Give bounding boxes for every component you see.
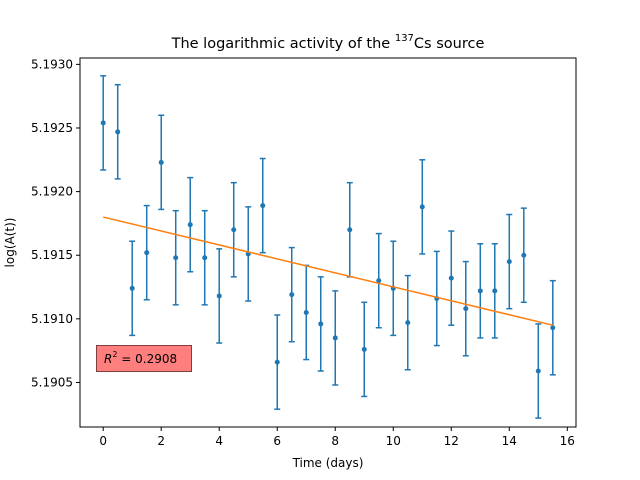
- y-tick-label: 5.1905: [31, 375, 73, 389]
- x-tick-label: 8: [331, 434, 339, 448]
- x-tick-label: 2: [157, 434, 165, 448]
- data-point: [419, 204, 425, 210]
- y-tick-label: 5.1930: [31, 57, 73, 71]
- data-point: [463, 306, 469, 312]
- data-point: [260, 203, 266, 209]
- data-point: [158, 159, 164, 165]
- data-point: [100, 120, 106, 126]
- x-tick-label: 16: [560, 434, 575, 448]
- data-point: [231, 227, 237, 233]
- x-tick-label: 4: [215, 434, 223, 448]
- x-tick-label: 14: [502, 434, 517, 448]
- title-superscript: 137: [395, 33, 414, 44]
- data-point: [405, 320, 411, 326]
- r2-box: [96, 345, 192, 372]
- data-point: [115, 129, 121, 135]
- chart-title: The logarithmic activity of the 137Cs so…: [171, 33, 485, 52]
- fit-line: [103, 216, 553, 326]
- y-tick-label: 5.1915: [31, 248, 73, 262]
- data-point: [521, 252, 527, 258]
- data-point: [332, 335, 338, 341]
- data-point: [129, 285, 135, 291]
- data-point: [347, 227, 353, 233]
- title-prefix: The logarithmic activity of the: [171, 36, 395, 52]
- data-point: [492, 288, 498, 294]
- axis-ticks: 0 2 4 6 8 10 12 14 16 5.1905 5.1910 5.1915 5.1920 5.1…: [31, 57, 575, 448]
- r2-text: R2 = 0.2908: [104, 350, 177, 366]
- x-tick-label: 10: [386, 434, 401, 448]
- data-point: [535, 368, 541, 374]
- title-suffix: Cs source: [414, 36, 485, 52]
- data-point: [550, 325, 556, 331]
- r2-annotation: R2 = 0.2908: [96, 345, 192, 372]
- data-point: [144, 250, 150, 256]
- r2-superscript: 2: [112, 350, 117, 359]
- data-point: [376, 278, 382, 284]
- plot-frame: [79, 57, 577, 428]
- data-point: [202, 255, 208, 261]
- r2-symbol: R: [104, 352, 112, 366]
- y-axis-label: log(A(t)): [3, 218, 17, 268]
- y-tick-label: 5.1910: [31, 312, 73, 326]
- data-point: [274, 359, 280, 365]
- data-point: [289, 292, 295, 298]
- data-point: [506, 259, 512, 265]
- data-point: [216, 293, 222, 299]
- data-point: [187, 222, 193, 228]
- data-point: [303, 309, 309, 315]
- data-point: [477, 288, 483, 294]
- x-axis-label: Time (days): [292, 456, 364, 470]
- y-tick-label: 5.1920: [31, 185, 73, 199]
- x-tick-label: 12: [444, 434, 459, 448]
- data-point: [361, 346, 367, 352]
- y-tick-label: 5.1925: [31, 121, 73, 135]
- r2-value: = 0.2908: [117, 352, 177, 366]
- x-tick-label: 0: [99, 434, 107, 448]
- data-point: [318, 321, 324, 327]
- data-point: [448, 275, 454, 281]
- plot-area: [100, 75, 556, 419]
- x-tick-label: 6: [273, 434, 281, 448]
- data-point: [173, 255, 179, 261]
